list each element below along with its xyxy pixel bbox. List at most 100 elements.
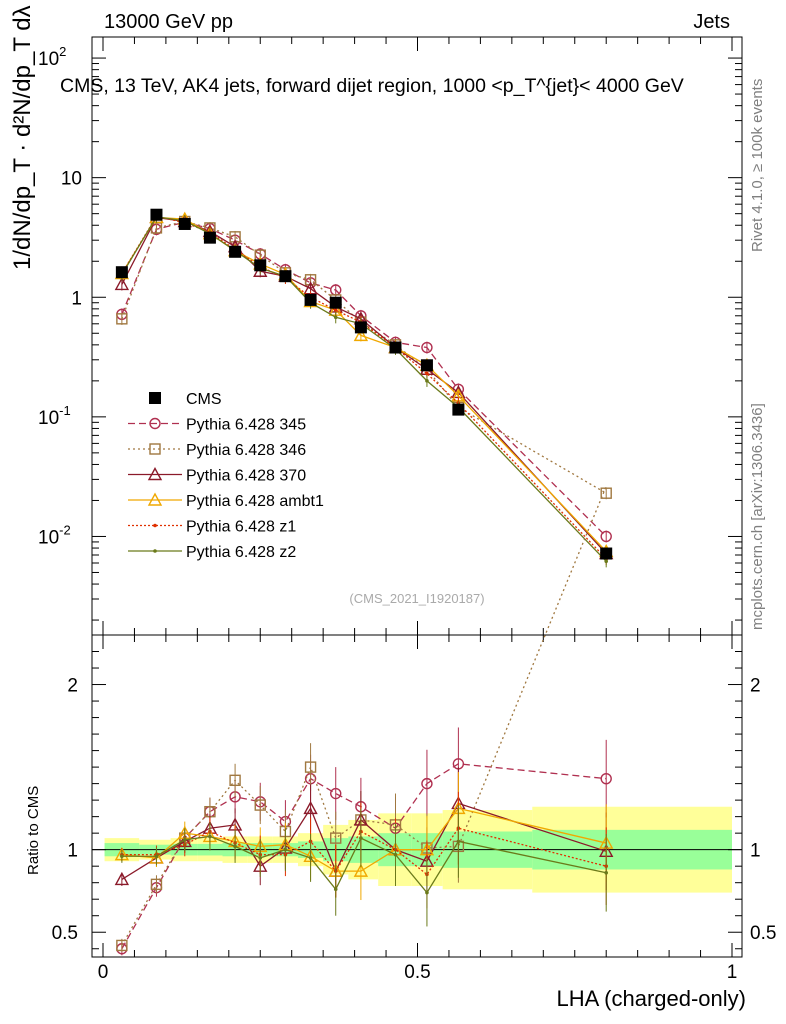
legend-marker-cms [149, 392, 161, 404]
ratio-y-tick-label-right: 0.5 [750, 923, 776, 944]
ratio-marker [116, 939, 128, 952]
ratio-marker [456, 839, 461, 844]
ratio-y-label: Ratio to CMS [25, 786, 42, 875]
ratio-marker [353, 863, 369, 877]
ratio-marker [330, 832, 342, 844]
ratio-marker [154, 854, 159, 859]
ratio-marker [182, 837, 187, 842]
legend-label: Pythia 6.428 z1 [186, 519, 296, 536]
ratio-marker [233, 844, 237, 849]
ratio-marker [120, 854, 124, 859]
legend-marker [149, 443, 161, 455]
ratio-marker [254, 799, 266, 811]
legend-label: Pythia 6.428 ambt1 [186, 493, 324, 510]
series-marker [116, 313, 128, 325]
y-tick-label: 1 [71, 288, 82, 309]
y-label-text: 1/dN/dp_T · d²N/dp_T dλ [9, 5, 36, 270]
series-marker [421, 341, 433, 354]
series-marker [114, 276, 130, 291]
series-marker [600, 487, 612, 499]
header-right: Jets [693, 11, 730, 33]
legend-marker [153, 523, 157, 528]
series-marker [333, 315, 338, 320]
y-tick-exp: 2 [59, 44, 66, 59]
ratio-y-tick-label-right: 2 [750, 676, 761, 697]
ratio-marker [425, 890, 429, 895]
ratio-marker [393, 852, 398, 857]
ratio-line-5 [121, 835, 607, 894]
y-tick-label: 10 [61, 169, 82, 190]
legend-label: Pythia 6.428 z2 [186, 544, 296, 561]
cms-data-point [115, 266, 128, 279]
y-tick-base: 10 [38, 527, 59, 548]
ratio-marker [208, 834, 212, 839]
x-tick-label: 0.5 [404, 962, 430, 983]
y-tick-label: 10-1 [38, 403, 71, 429]
ratio-y-tick-label: 0.5 [52, 923, 78, 944]
cms-data-point [203, 231, 216, 244]
cms-data-point [420, 359, 433, 372]
legend-label-cms: CMS [186, 391, 222, 408]
cms-data-point [229, 245, 242, 258]
chart-title: CMS, 13 TeV, AK4 jets, forward dijet reg… [60, 75, 684, 97]
y-tick-base: 10 [38, 408, 59, 429]
legend-label: Pythia 6.428 345 [186, 417, 306, 434]
cms-data-point [279, 270, 292, 283]
y-tick-base: 10 [38, 49, 59, 70]
ratio-y-tick-label: 2 [67, 676, 78, 697]
ratio-marker [421, 777, 433, 790]
y-tick-label: 10-2 [38, 522, 71, 548]
ratio-marker [333, 887, 338, 892]
ratio-marker [604, 870, 608, 875]
series-marker [425, 379, 429, 383]
ratio-marker [304, 761, 317, 773]
cms-data-point [329, 296, 342, 309]
legend-marker [149, 417, 161, 430]
cms-data-point [150, 208, 163, 221]
ratio-marker [283, 847, 288, 852]
ratio-frame [91, 634, 743, 958]
series-marker [604, 559, 608, 564]
ratio-marker [258, 856, 263, 860]
mcplots-ref: mcplots.cern.ch [arXiv:1306.3436] [749, 403, 766, 630]
ratio-marker [308, 856, 313, 860]
main-y-label: 1/dN/dp_T · d²N/dp_T dλ [9, 5, 36, 270]
series-marker [425, 371, 429, 376]
cms-data-point [600, 547, 613, 560]
y-tick-label: 102 [38, 44, 66, 70]
series-marker [333, 308, 338, 312]
ratio-marker [150, 878, 163, 891]
analysis-watermark: (CMS_2021_I1920187) [349, 591, 484, 606]
ratio-marker [303, 800, 318, 815]
ratio-marker [359, 836, 363, 840]
rivet-version: Rivet 4.1.0, ≥ 100k events [749, 79, 766, 252]
ratio-line-4 [121, 827, 607, 876]
cms-data-point [304, 293, 317, 306]
legend: CMS Pythia 6.428 345 Pythia 6.428 346 Pythi… [128, 391, 324, 561]
series-marker [600, 530, 612, 543]
ratio-marker [114, 871, 130, 886]
cms-data-point [389, 341, 402, 354]
cms-data-point [178, 217, 191, 230]
ratio-marker [330, 787, 342, 800]
ratio-plot: 0 0.5 1 0.5 0.5 1 1 2 2 [52, 486, 776, 983]
legend-marker [147, 467, 163, 481]
legend-label: Pythia 6.428 370 [186, 468, 306, 485]
x-tick-label: 0 [98, 962, 109, 983]
cms-data-point [254, 259, 267, 272]
x-tick-label: 1 [727, 962, 738, 983]
series-marker [353, 327, 369, 342]
ratio-y-tick-label-right: 1 [750, 841, 761, 862]
cms-data-point [452, 403, 465, 416]
header-left: 13000 GeV pp [104, 11, 233, 33]
legend-marker [147, 492, 163, 506]
ratio-marker [600, 772, 612, 785]
y-tick-exp: -2 [59, 522, 71, 537]
x-axis-label: LHA (charged-only) [556, 986, 746, 1011]
cms-data-point [354, 321, 367, 334]
ratio-y-tick-label: 1 [67, 841, 78, 862]
legend-label: Pythia 6.428 346 [186, 442, 306, 459]
legend-marker [153, 549, 157, 553]
